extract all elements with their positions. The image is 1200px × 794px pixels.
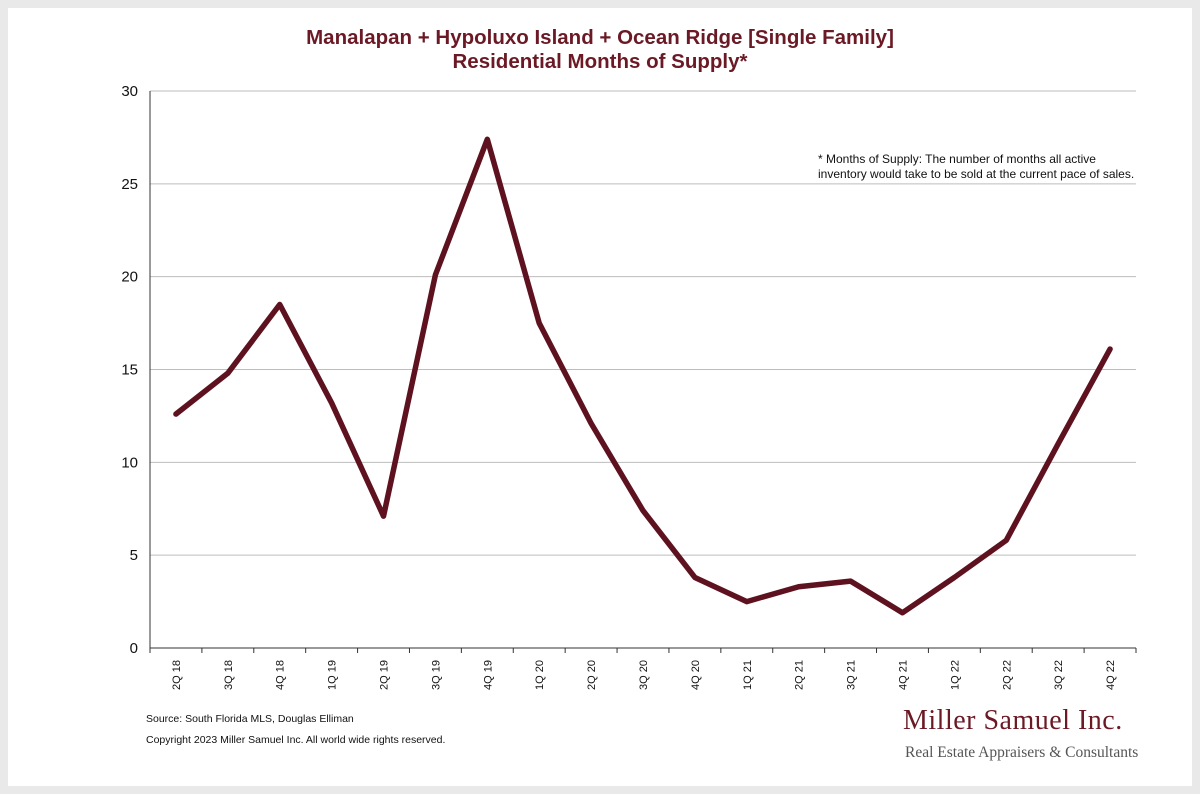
x-tick-label: 1Q 21 <box>742 660 754 690</box>
copyright-note: Copyright 2023 Miller Samuel Inc. All wo… <box>146 734 446 746</box>
source-note: Source: South Florida MLS, Douglas Ellim… <box>146 713 354 725</box>
x-tick-label: 2Q 20 <box>586 660 598 690</box>
x-tick-label: 4Q 19 <box>482 660 494 690</box>
chart-title-block: Manalapan + Hypoluxo Island + Ocean Ridg… <box>0 26 1200 74</box>
x-tick-label: 2Q 22 <box>1001 660 1013 690</box>
x-tick-label: 1Q 19 <box>327 660 339 690</box>
x-tick-label: 3Q 19 <box>430 660 442 690</box>
y-tick-label-25: 25 <box>121 176 138 193</box>
x-tick-label: 2Q 19 <box>379 660 391 690</box>
annotation-line-1: * Months of Supply: The number of months… <box>818 152 1096 166</box>
chart-panel <box>8 8 1192 786</box>
company-logo-tagline: Real Estate Appraisers & Consultants <box>905 744 1139 761</box>
x-tick-label: 3Q 21 <box>846 660 858 690</box>
x-tick-label: 2Q 18 <box>171 660 183 690</box>
chart-annotation: * Months of Supply: The number of months… <box>818 152 1148 182</box>
x-tick-label: 3Q 20 <box>638 660 650 690</box>
y-tick-label-15: 15 <box>121 362 138 379</box>
x-tick-label: 2Q 21 <box>794 660 806 690</box>
x-tick-label: 1Q 22 <box>949 660 961 690</box>
company-logo-name: Miller Samuel Inc. <box>903 705 1123 736</box>
x-tick-label: 1Q 20 <box>534 660 546 690</box>
y-tick-label-5: 5 <box>130 547 138 564</box>
chart-subtitle: Residential Months of Supply* <box>452 50 748 73</box>
chart-title: Manalapan + Hypoluxo Island + Ocean Ridg… <box>306 26 894 49</box>
x-tick-label: 4Q 21 <box>897 660 909 690</box>
y-tick-label-0: 0 <box>130 640 138 657</box>
x-tick-label: 4Q 20 <box>690 660 702 690</box>
series-line-0 <box>173 136 1113 616</box>
x-tick-label: 3Q 18 <box>223 660 235 690</box>
y-tick-label-20: 20 <box>121 269 138 286</box>
annotation-line-2: inventory would take to be sold at the c… <box>818 167 1135 181</box>
x-tick-label: 4Q 18 <box>275 660 287 690</box>
x-tick-label: 3Q 22 <box>1053 660 1065 690</box>
x-tick-label: 4Q 22 <box>1105 660 1117 690</box>
y-tick-label-10: 10 <box>121 454 138 471</box>
y-tick-label-30: 30 <box>121 83 138 100</box>
